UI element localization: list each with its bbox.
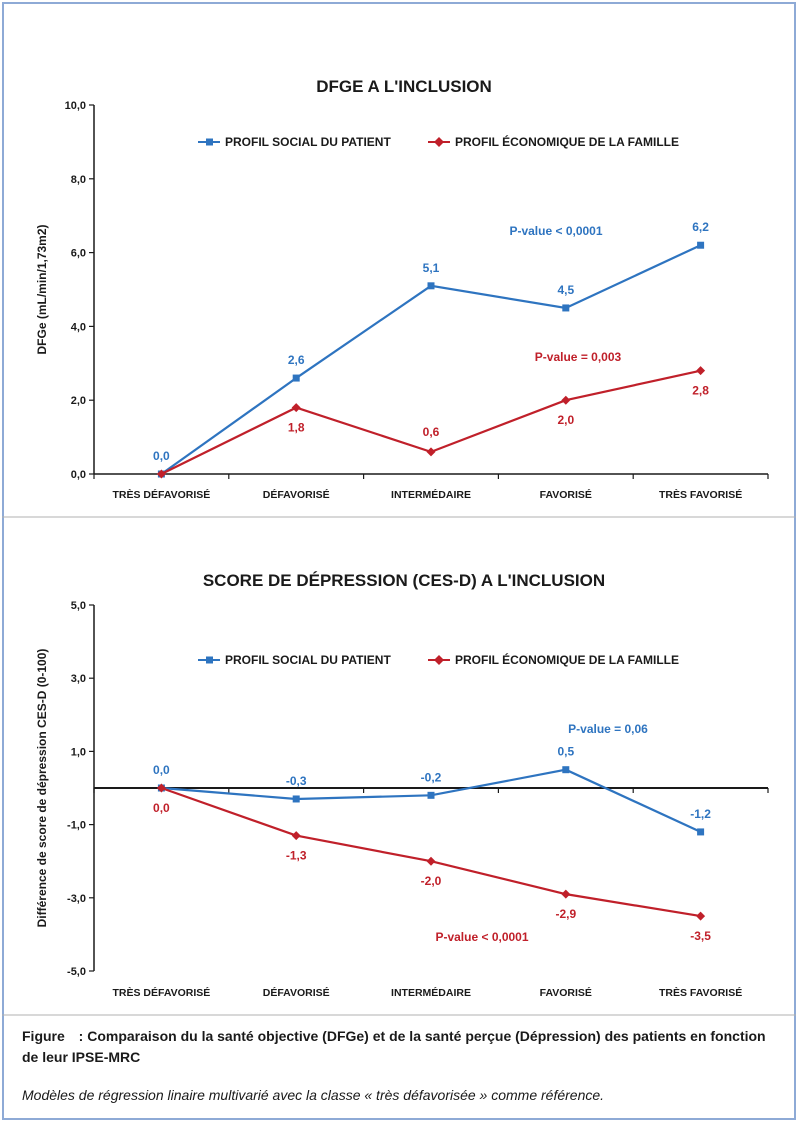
figure-caption: Figure : Comparaison du la santé objecti…: [22, 1026, 782, 1068]
legend-label: PROFIL ÉCONOMIQUE DE LA FAMILLE: [455, 134, 679, 149]
legend-marker: [206, 656, 213, 664]
data-label: -2,0: [421, 874, 442, 888]
y-tick-label: 2,0: [71, 395, 86, 407]
y-tick-label: 10,0: [65, 100, 86, 112]
data-label: 4,5: [557, 283, 574, 297]
series-line: [160, 369, 701, 475]
data-label: -0,3: [286, 774, 307, 788]
data-point: [696, 366, 706, 376]
data-point: [427, 791, 435, 799]
legend-marker: [434, 137, 444, 147]
data-label: 1,8: [288, 421, 305, 435]
data-label: 2,0: [557, 413, 574, 427]
data-point: [562, 304, 570, 312]
data-point: [427, 282, 435, 290]
data-label: 0,0: [153, 763, 170, 777]
series-line: [161, 786, 701, 918]
data-point: [561, 395, 571, 405]
data-label: 2,6: [288, 353, 305, 367]
y-tick-label: 8,0: [71, 174, 86, 186]
data-label: 0,5: [557, 745, 574, 759]
data-label: 0,6: [423, 425, 440, 439]
y-tick-label: 3,0: [71, 673, 86, 685]
data-point: [156, 783, 166, 793]
y-tick-label: -5,0: [67, 966, 86, 978]
y-tick-label: 0,0: [71, 469, 86, 481]
data-label: -2,9: [555, 907, 576, 921]
data-point: [561, 889, 571, 899]
caption-text: Comparaison du la santé objective (DFGe)…: [22, 1028, 766, 1065]
caption-label: Figure: [22, 1028, 65, 1044]
data-label: -1,2: [690, 807, 711, 821]
x-tick-label: TRÈS DÉFAVORISÉ: [112, 986, 210, 999]
p-value-annotation: P-value = 0,06: [568, 722, 648, 736]
data-point: [156, 469, 166, 479]
x-tick-label: TRÈS DÉFAVORISÉ: [112, 488, 210, 501]
p-value-annotation: P-value < 0,0001: [435, 930, 528, 944]
legend-label: PROFIL ÉCONOMIQUE DE LA FAMILLE: [455, 652, 679, 667]
x-tick-label: TRÈS FAVORISÉ: [659, 488, 742, 501]
data-point: [291, 403, 301, 413]
x-tick-label: FAVORISÉ: [540, 488, 592, 501]
legend-marker: [206, 138, 213, 146]
data-label: 0,0: [153, 801, 170, 815]
data-label: 5,1: [423, 261, 440, 275]
data-point: [292, 795, 300, 803]
data-point: [291, 831, 301, 841]
data-label: 0,0: [153, 449, 170, 463]
data-label: 2,8: [692, 384, 709, 398]
p-value-annotation: P-value = 0,003: [535, 350, 622, 364]
caption-separator: :: [78, 1028, 84, 1044]
caption-subtext: Modèles de régression linaire multivarié…: [22, 1087, 605, 1103]
chart-title: SCORE DE DÉPRESSION (CES-D) A L'INCLUSIO…: [203, 571, 605, 590]
chart-2: SCORE DE DÉPRESSION (CES-D) A L'INCLUSIO…: [35, 571, 769, 999]
y-axis-label: Différence de score de dépression CES-D …: [35, 649, 49, 928]
x-tick-label: INTERMÉDAIRE: [391, 488, 471, 501]
y-tick-label: 1,0: [71, 746, 86, 758]
legend-label: PROFIL SOCIAL DU PATIENT: [225, 653, 391, 667]
data-label: 6,2: [692, 220, 709, 234]
x-tick-label: FAVORISÉ: [540, 986, 592, 999]
legend-marker: [434, 655, 444, 665]
data-point: [696, 911, 706, 921]
x-tick-label: TRÈS FAVORISÉ: [659, 986, 742, 999]
data-label: -1,3: [286, 849, 307, 863]
p-value-annotation: P-value < 0,0001: [509, 224, 602, 238]
data-label: -3,5: [690, 929, 711, 943]
chart-1: DFGE A L'INCLUSION 0,0 2,0 4,0 6,0 8,0 10,0 TRÈ…: [35, 77, 769, 501]
y-axis-label: DFGe (mL/min/1,73m2): [35, 224, 49, 354]
y-tick-label: -1,0: [67, 820, 86, 832]
x-tick-label: DÉFAVORISÉ: [263, 986, 330, 999]
x-tick-label: DÉFAVORISÉ: [263, 488, 330, 501]
x-tick-label: INTERMÉDAIRE: [391, 986, 471, 999]
y-tick-label: 4,0: [71, 321, 86, 333]
data-label: -0,2: [421, 770, 442, 784]
data-point: [697, 241, 705, 249]
legend-label: PROFIL SOCIAL DU PATIENT: [225, 135, 391, 149]
data-point: [426, 447, 436, 457]
data-point: [697, 828, 705, 836]
y-tick-label: -3,0: [67, 893, 86, 905]
chart-title: DFGE A L'INCLUSION: [316, 77, 492, 96]
data-point: [562, 766, 570, 774]
data-point: [292, 374, 300, 382]
y-tick-label: 5,0: [71, 600, 86, 612]
y-tick-label: 6,0: [71, 248, 86, 260]
data-point: [426, 856, 436, 866]
